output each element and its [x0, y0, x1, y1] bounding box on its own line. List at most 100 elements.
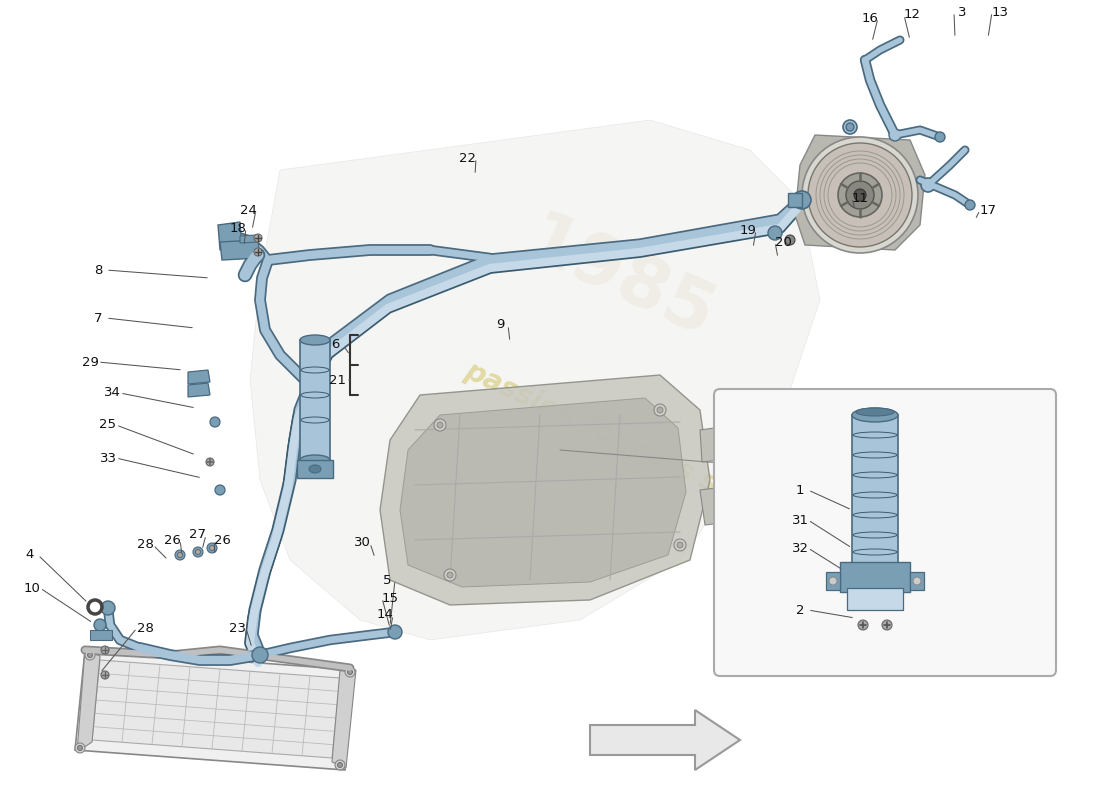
Polygon shape — [700, 485, 745, 525]
Polygon shape — [240, 235, 258, 243]
Circle shape — [210, 417, 220, 427]
Text: 5: 5 — [383, 574, 392, 586]
Circle shape — [85, 650, 95, 660]
Text: 17: 17 — [979, 203, 997, 217]
Circle shape — [654, 404, 666, 416]
Text: 32: 32 — [792, 542, 808, 554]
Ellipse shape — [856, 408, 894, 416]
Circle shape — [94, 619, 106, 631]
Circle shape — [209, 546, 214, 550]
Ellipse shape — [300, 335, 330, 345]
Circle shape — [768, 226, 782, 240]
Polygon shape — [700, 425, 738, 462]
Text: 20: 20 — [774, 235, 791, 249]
Text: 28: 28 — [136, 622, 153, 634]
Text: 9: 9 — [496, 318, 504, 331]
Text: 10: 10 — [23, 582, 41, 594]
Circle shape — [177, 553, 183, 558]
Ellipse shape — [309, 465, 321, 473]
Circle shape — [795, 195, 805, 205]
Polygon shape — [92, 660, 340, 758]
Ellipse shape — [300, 455, 330, 465]
Circle shape — [254, 248, 262, 256]
Polygon shape — [75, 650, 355, 770]
Polygon shape — [400, 398, 686, 587]
Text: 23: 23 — [230, 622, 246, 634]
Circle shape — [858, 620, 868, 630]
Text: 22: 22 — [460, 151, 476, 165]
Circle shape — [854, 189, 866, 201]
Polygon shape — [90, 630, 112, 640]
Text: 21: 21 — [330, 374, 346, 386]
Polygon shape — [379, 375, 710, 605]
Circle shape — [657, 407, 663, 413]
Circle shape — [101, 646, 109, 654]
Circle shape — [802, 137, 918, 253]
Polygon shape — [250, 120, 820, 640]
Circle shape — [965, 200, 975, 210]
Bar — [300, 340, 330, 460]
Text: 33: 33 — [99, 451, 117, 465]
Bar — [297, 460, 333, 478]
Text: 25: 25 — [99, 418, 117, 431]
Circle shape — [101, 601, 116, 615]
Circle shape — [434, 419, 446, 431]
Circle shape — [77, 746, 82, 750]
Circle shape — [674, 539, 686, 551]
Text: 24: 24 — [240, 203, 256, 217]
Circle shape — [336, 760, 345, 770]
FancyBboxPatch shape — [714, 389, 1056, 676]
Text: 29: 29 — [81, 355, 98, 369]
Circle shape — [196, 550, 200, 554]
Text: 27: 27 — [189, 529, 207, 542]
Polygon shape — [840, 562, 910, 592]
Text: 7: 7 — [94, 311, 102, 325]
Text: 26: 26 — [213, 534, 230, 546]
Text: 6: 6 — [331, 338, 339, 351]
Circle shape — [882, 620, 892, 630]
Circle shape — [206, 458, 214, 466]
Text: 1: 1 — [795, 483, 804, 497]
Circle shape — [838, 173, 882, 217]
Circle shape — [676, 542, 683, 548]
Text: 11: 11 — [851, 191, 869, 205]
Text: 15: 15 — [382, 591, 398, 605]
Circle shape — [889, 129, 901, 141]
Circle shape — [214, 485, 225, 495]
Polygon shape — [220, 240, 260, 260]
Circle shape — [808, 143, 912, 247]
Polygon shape — [847, 588, 903, 610]
Polygon shape — [795, 135, 925, 250]
Circle shape — [793, 191, 811, 209]
Circle shape — [175, 550, 185, 560]
Polygon shape — [590, 710, 740, 770]
Text: 18: 18 — [230, 222, 246, 234]
Polygon shape — [332, 670, 356, 768]
Circle shape — [388, 625, 401, 639]
Circle shape — [935, 132, 945, 142]
Circle shape — [444, 569, 456, 581]
Circle shape — [88, 653, 92, 658]
Text: 16: 16 — [861, 11, 879, 25]
Text: 34: 34 — [103, 386, 120, 399]
Polygon shape — [788, 193, 802, 207]
Circle shape — [338, 762, 342, 767]
Ellipse shape — [852, 408, 898, 422]
Text: 14: 14 — [376, 609, 394, 622]
Circle shape — [843, 120, 857, 134]
Circle shape — [785, 235, 795, 245]
Text: 8: 8 — [94, 263, 102, 277]
Text: 1985: 1985 — [515, 206, 726, 354]
Circle shape — [437, 422, 443, 428]
Circle shape — [829, 577, 837, 585]
Circle shape — [252, 647, 268, 663]
Circle shape — [254, 234, 262, 242]
Polygon shape — [826, 572, 840, 590]
Circle shape — [913, 577, 921, 585]
Circle shape — [792, 192, 808, 208]
Text: 30: 30 — [353, 537, 371, 550]
Text: 2: 2 — [795, 603, 804, 617]
Circle shape — [846, 123, 854, 131]
Circle shape — [192, 547, 204, 557]
Text: 26: 26 — [164, 534, 180, 546]
